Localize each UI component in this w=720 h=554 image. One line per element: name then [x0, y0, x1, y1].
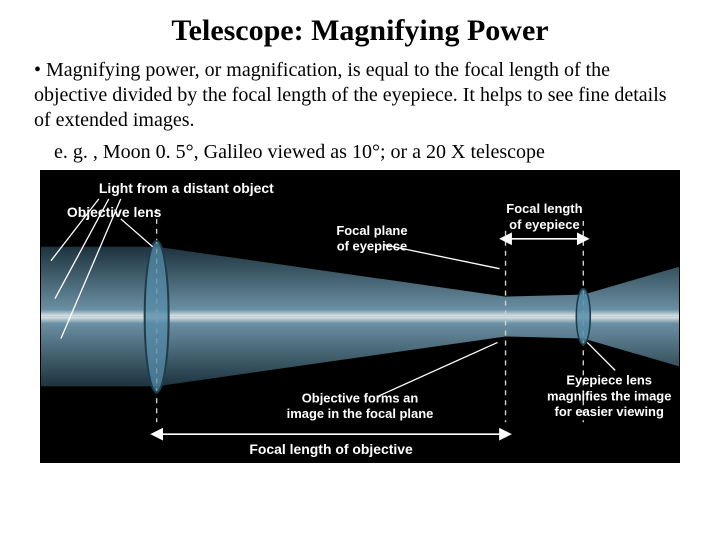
definition-paragraph: • Magnifying power, or magnification, is…	[34, 58, 686, 133]
label-objective-lens: Objective lens	[67, 204, 162, 220]
label-eyepiece-magnifies-2: magnifies the image	[547, 388, 671, 403]
objective-lens	[145, 241, 169, 393]
page-title: Telescope: Magnifying Power	[0, 14, 720, 48]
eyepiece-lens	[576, 289, 590, 345]
label-focal-plane-eyepiece-2: of eyepiece	[337, 239, 407, 254]
label-eyepiece-magnifies-3: for easier viewing	[555, 404, 664, 419]
telescope-diagram-svg: Light from a distant object Objective len…	[41, 171, 679, 462]
label-objective-forms: Objective forms an	[302, 390, 419, 405]
label-objective-forms-2: image in the focal plane	[287, 406, 434, 421]
label-focal-length-eyepiece-2: of eyepiece	[509, 217, 579, 232]
label-focal-plane-eyepiece: Focal plane	[336, 223, 407, 238]
label-focal-length-eyepiece: Focal length	[506, 201, 582, 216]
label-eyepiece-magnifies: Eyepiece lens	[566, 372, 652, 387]
example-line: e. g. , Moon 0. 5°, Galileo viewed as 10…	[54, 141, 686, 164]
label-focal-length-objective: Focal length of objective	[249, 441, 413, 457]
label-light-from-distant: Light from a distant object	[99, 180, 274, 196]
telescope-diagram: Light from a distant object Objective len…	[40, 170, 680, 463]
